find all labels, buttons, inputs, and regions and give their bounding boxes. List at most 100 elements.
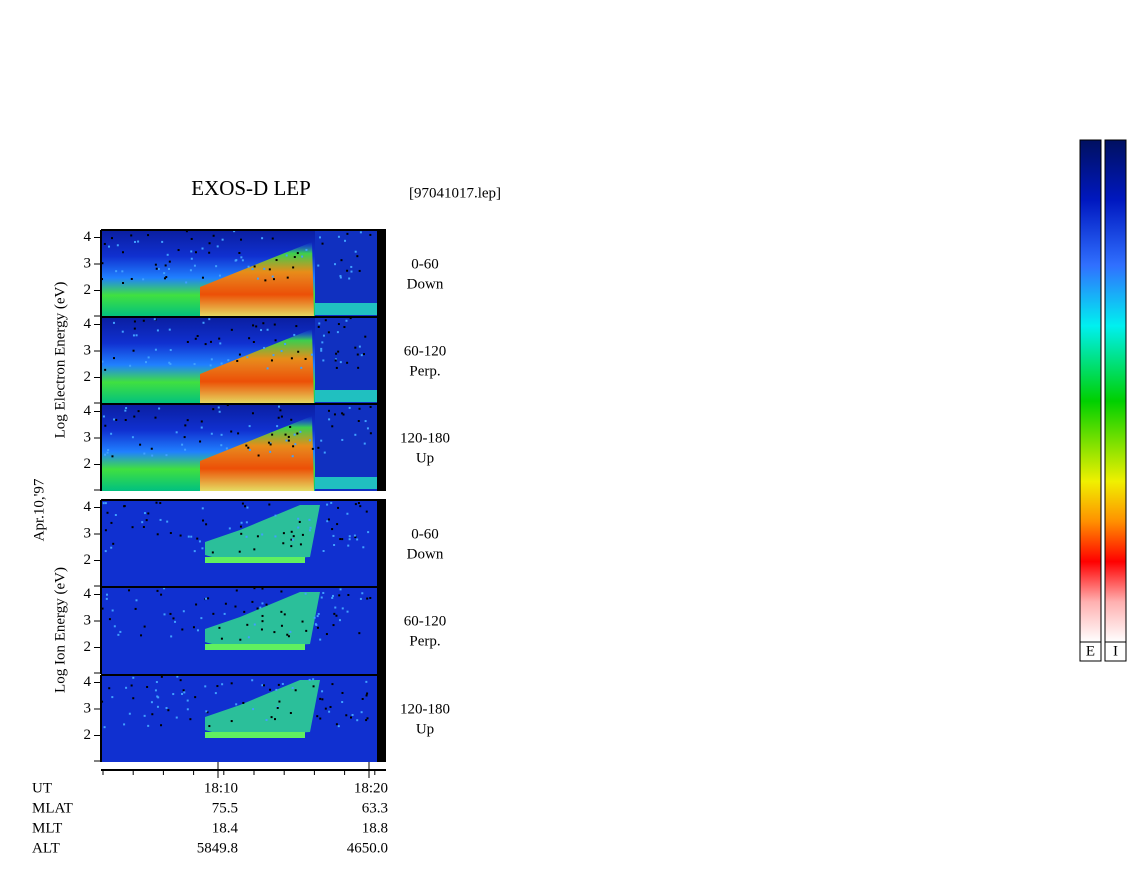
noise [175, 431, 178, 434]
noise [253, 265, 256, 268]
spectrogram-post-band [315, 477, 377, 489]
noise [285, 254, 288, 257]
noise [187, 535, 190, 538]
spectrogram-edge [377, 404, 386, 491]
noise [216, 245, 219, 248]
noise [279, 409, 282, 412]
noise [305, 248, 308, 251]
noise [208, 251, 211, 254]
noise [215, 265, 218, 268]
noise [308, 678, 311, 681]
noise [293, 256, 296, 259]
noise [320, 347, 323, 350]
noise [251, 412, 254, 415]
noise [268, 268, 271, 271]
noise [321, 698, 324, 701]
noise [104, 453, 107, 456]
noise [185, 281, 188, 284]
noise [358, 345, 361, 348]
noise [262, 322, 265, 325]
noise [104, 424, 107, 427]
spectrogram-post [315, 230, 377, 317]
noise [333, 612, 336, 615]
spectrogram-edge [377, 675, 386, 762]
noise [328, 418, 331, 421]
noise [104, 550, 107, 553]
noise [145, 519, 148, 522]
spectrogram-ion-band [205, 732, 305, 738]
noise [263, 346, 266, 349]
noise [267, 441, 270, 444]
noise [338, 619, 341, 622]
noise [202, 321, 205, 324]
noise [227, 359, 230, 362]
noise [157, 696, 160, 699]
noise [163, 277, 166, 280]
noise [272, 278, 275, 281]
noise [128, 589, 131, 592]
noise [208, 242, 211, 245]
noise [252, 340, 255, 343]
noise [238, 353, 241, 356]
noise [143, 512, 146, 515]
noise [131, 436, 134, 439]
noise [107, 449, 110, 452]
noise [282, 542, 285, 545]
noise [337, 725, 340, 728]
spectrogram-edge [377, 500, 386, 587]
ephemeris-label: MLAT [32, 800, 73, 816]
noise [345, 714, 348, 717]
noise [189, 718, 192, 721]
noise [216, 685, 219, 688]
noise [164, 264, 167, 267]
noise [319, 236, 322, 239]
noise [165, 454, 168, 457]
noise [169, 612, 172, 615]
noise [236, 359, 239, 362]
noise [369, 596, 372, 599]
noise [186, 708, 189, 711]
noise [165, 706, 168, 709]
noise [123, 723, 126, 726]
noise [337, 323, 340, 326]
noise [108, 618, 111, 621]
noise [271, 275, 274, 278]
noise [269, 443, 272, 446]
noise [179, 534, 182, 537]
noise [282, 532, 285, 535]
noise [349, 317, 352, 320]
noise [289, 630, 292, 633]
noise [208, 725, 211, 728]
noise [361, 592, 364, 595]
noise [321, 242, 324, 245]
y-tick-label: 2 [84, 369, 92, 385]
noise [337, 235, 340, 238]
noise [168, 267, 171, 270]
noise [253, 587, 256, 590]
noise [366, 692, 369, 695]
noise [294, 689, 297, 692]
noise [190, 250, 193, 253]
noise [168, 328, 171, 331]
noise [214, 692, 217, 695]
noise [183, 436, 186, 439]
noise [220, 362, 223, 365]
y-tick-label: 2 [84, 282, 92, 298]
noise [220, 444, 223, 447]
noise [256, 277, 259, 280]
noise [150, 701, 153, 704]
noise [299, 430, 302, 433]
noise [230, 328, 233, 331]
noise [248, 448, 251, 451]
noise [356, 719, 359, 722]
title: EXOS-D LEP [191, 176, 311, 200]
noise [195, 603, 198, 606]
noise [239, 525, 242, 528]
noise [280, 415, 283, 418]
noise [298, 520, 301, 523]
noise [339, 588, 342, 591]
noise [269, 688, 272, 691]
noise [175, 716, 178, 719]
noise [319, 697, 322, 700]
noise [230, 682, 233, 685]
